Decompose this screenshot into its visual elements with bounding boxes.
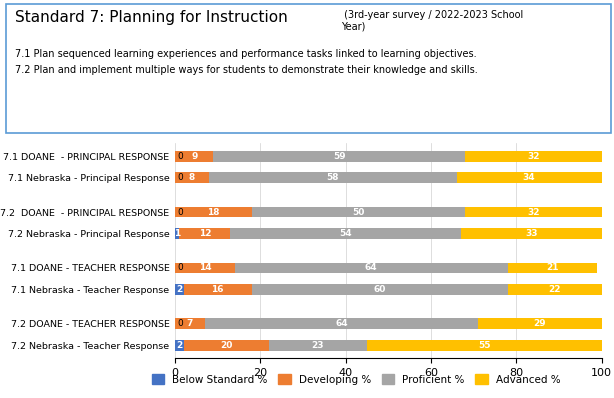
Bar: [508, 284, 602, 295]
Bar: [175, 318, 205, 329]
Bar: [175, 340, 184, 351]
Bar: [367, 340, 602, 351]
Text: 0: 0: [177, 152, 184, 161]
Text: 0: 0: [177, 263, 184, 273]
Text: 32: 32: [527, 207, 540, 217]
Bar: [175, 207, 252, 217]
Text: 34: 34: [523, 173, 535, 182]
Text: (3rd-year survey / 2022-2023 School
Year): (3rd-year survey / 2022-2023 School Year…: [341, 10, 523, 31]
Bar: [457, 172, 602, 183]
Text: 16: 16: [211, 285, 224, 294]
Text: 64: 64: [335, 319, 348, 328]
Bar: [175, 228, 179, 239]
Bar: [184, 284, 252, 295]
Text: 12: 12: [198, 229, 211, 238]
Text: 23: 23: [312, 341, 324, 350]
Text: 58: 58: [327, 173, 339, 182]
Text: 0: 0: [177, 173, 184, 182]
Bar: [214, 151, 465, 162]
Text: 7: 7: [187, 319, 193, 328]
Bar: [252, 207, 465, 217]
Text: 7.2 Plan and implement multiple ways for students to demonstrate their knowledge: 7.2 Plan and implement multiple ways for…: [15, 65, 478, 75]
Text: 0: 0: [177, 319, 184, 328]
Text: 7.1 Plan sequenced learning experiences and performance tasks linked to learning: 7.1 Plan sequenced learning experiences …: [15, 49, 477, 59]
Bar: [269, 340, 367, 351]
Text: 1: 1: [174, 229, 181, 238]
Text: 20: 20: [220, 341, 232, 350]
Bar: [175, 151, 214, 162]
Bar: [465, 207, 602, 217]
Bar: [175, 284, 184, 295]
Text: 14: 14: [198, 263, 211, 273]
Bar: [235, 263, 508, 273]
Text: 2: 2: [176, 341, 182, 350]
Text: 32: 32: [527, 152, 540, 161]
Text: 55: 55: [478, 341, 491, 350]
Bar: [179, 228, 230, 239]
Bar: [230, 228, 461, 239]
Bar: [478, 318, 602, 329]
Bar: [175, 172, 209, 183]
Text: 21: 21: [546, 263, 559, 273]
Bar: [209, 172, 457, 183]
Bar: [184, 340, 269, 351]
Text: 0: 0: [177, 207, 184, 217]
Text: 8: 8: [189, 173, 195, 182]
Text: 54: 54: [340, 229, 352, 238]
Text: 29: 29: [534, 319, 546, 328]
Text: 64: 64: [365, 263, 378, 273]
Text: 33: 33: [525, 229, 538, 238]
Bar: [461, 228, 602, 239]
Bar: [252, 284, 508, 295]
Text: 50: 50: [352, 207, 365, 217]
Text: 18: 18: [207, 207, 220, 217]
Text: 9: 9: [191, 152, 197, 161]
Bar: [175, 263, 235, 273]
Text: 59: 59: [333, 152, 346, 161]
Legend: Below Standard %, Developing %, Proficient %, Advanced %: Below Standard %, Developing %, Proficie…: [147, 370, 565, 389]
Bar: [508, 263, 597, 273]
Text: 60: 60: [374, 285, 386, 294]
Bar: [205, 318, 478, 329]
Text: Standard 7: Planning for Instruction: Standard 7: Planning for Instruction: [15, 10, 288, 25]
Text: 2: 2: [176, 285, 182, 294]
Bar: [465, 151, 602, 162]
Text: 22: 22: [548, 285, 561, 294]
